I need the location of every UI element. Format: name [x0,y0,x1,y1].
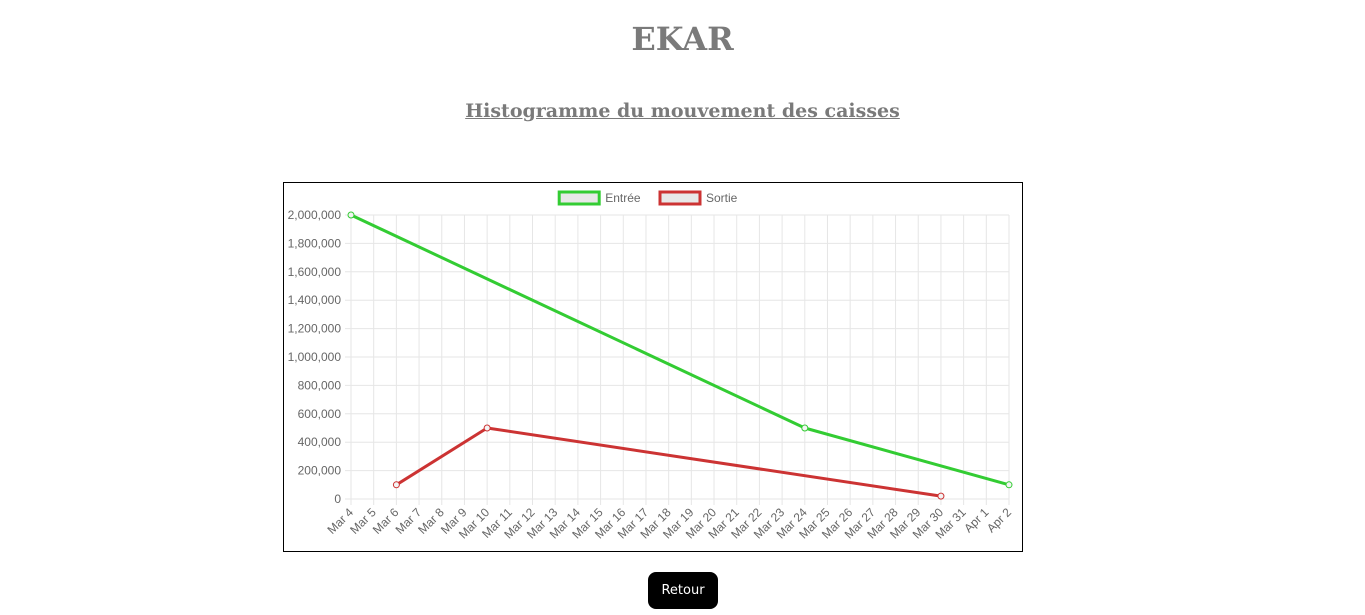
chart-container: 0 200,000 400,000 600,000 800,000 1,000,000 1,… [283,182,1023,552]
series-line-entree [350,213,1010,487]
data-point[interactable] [347,211,355,219]
page-title: EKAR [631,20,734,58]
data-point[interactable] [801,424,809,432]
y-tick-label: 400,000 [298,435,342,449]
y-tick-label: 1,400,000 [288,293,342,307]
chart-heading: Histogramme du mouvement des caisses [465,100,900,122]
data-point[interactable] [1005,481,1013,489]
y-tick-label: 1,800,000 [288,236,342,250]
x-tick-label: Apr 1 [961,505,991,535]
y-tick-label: 800,000 [298,378,342,392]
legend-swatch[interactable] [557,190,601,206]
legend-swatch[interactable] [658,190,702,206]
data-point[interactable] [392,481,400,489]
x-tick-label: Apr 2 [984,505,1014,535]
legend-label[interactable]: Sortie [706,191,738,205]
y-tick-label: 0 [334,492,341,506]
back-button[interactable]: Retour [648,572,718,609]
y-tick-label: 1,600,000 [288,265,342,279]
data-point[interactable] [483,424,491,432]
y-tick-label: 200,000 [298,464,342,478]
line-chart: 0 200,000 400,000 600,000 800,000 1,000,000 1,… [288,190,1014,542]
y-tick-label: 1,200,000 [288,322,342,336]
data-point[interactable] [937,492,945,500]
y-tick-label: 1,000,000 [288,350,342,364]
legend-label[interactable]: Entrée [605,191,641,205]
y-tick-label: 2,000,000 [288,208,342,222]
y-tick-label: 600,000 [298,407,342,421]
